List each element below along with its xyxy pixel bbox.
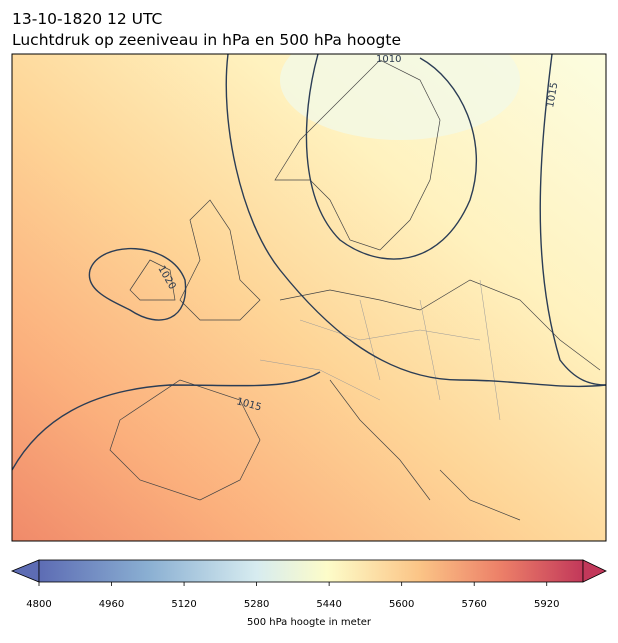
isobar xyxy=(225,54,606,388)
isobar-label: 1015 xyxy=(545,82,560,109)
colorbar-extend-high xyxy=(582,559,607,583)
colorbar-extend-low xyxy=(10,559,40,583)
isobar xyxy=(88,247,187,321)
map: 1010 1015 1015 1020 xyxy=(12,54,606,541)
colorbar-tick-label: 5920 xyxy=(534,599,559,610)
colorbar-tick-label: 5760 xyxy=(461,599,486,610)
colorbar-tick-label: 5440 xyxy=(316,599,341,610)
isobar xyxy=(539,54,606,386)
colorbar-tick-label: 5600 xyxy=(389,599,414,610)
map-frame xyxy=(11,53,607,542)
coastline xyxy=(109,59,601,521)
height-field xyxy=(12,54,606,541)
colorbar-tick-label: 5280 xyxy=(244,599,269,610)
isobar-label: 1010 xyxy=(376,54,401,65)
map-title: Luchtdruk op zeeniveau in hPa en 500 hPa… xyxy=(12,31,401,49)
map-time: 13-10-1820 12 UTC xyxy=(12,10,162,28)
isobar xyxy=(305,54,478,260)
colorbar-tick-label: 5120 xyxy=(171,599,196,610)
height-field xyxy=(280,54,520,140)
colorbar-label: 500 hPa hoogte in meter xyxy=(247,617,372,628)
colorbar: 500 hPa hoogte in meter 4800 4960 5120 5280… xyxy=(10,559,607,628)
colorbar-tick-label: 4960 xyxy=(99,599,124,610)
isobar xyxy=(12,371,321,471)
country-border xyxy=(259,279,501,421)
colorbar-tick-label: 4800 xyxy=(26,599,51,610)
colorbar-bar xyxy=(38,559,584,583)
